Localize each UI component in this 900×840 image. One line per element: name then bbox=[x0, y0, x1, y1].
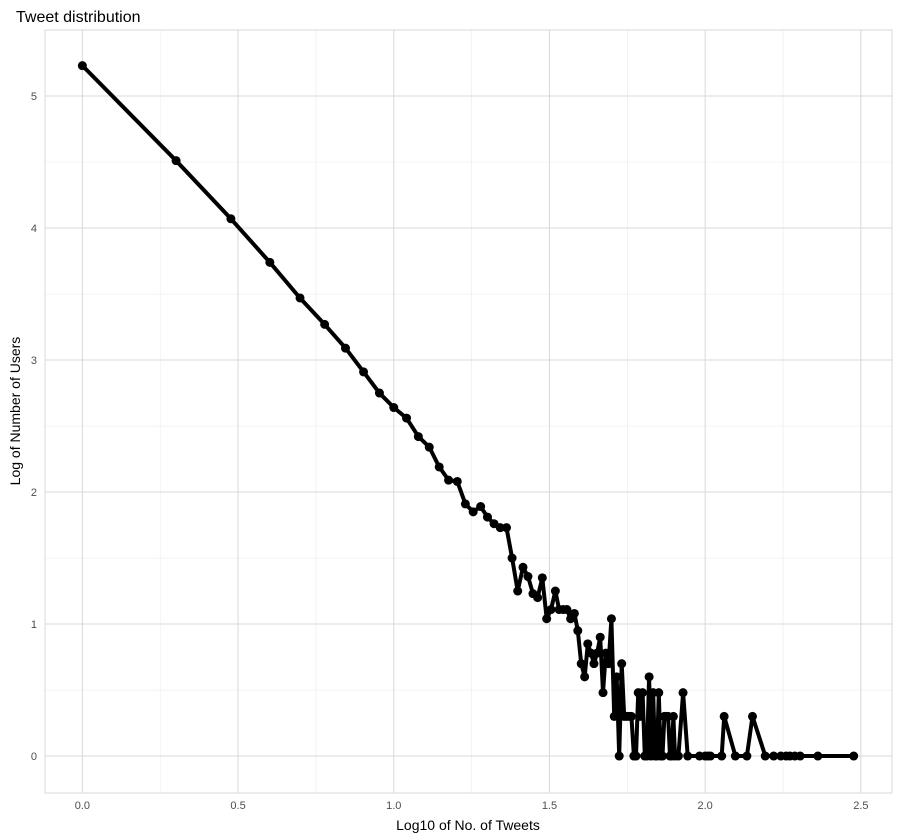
data-point bbox=[444, 475, 454, 485]
data-point bbox=[389, 403, 399, 413]
data-point bbox=[424, 442, 434, 452]
data-point bbox=[769, 751, 779, 761]
data-point bbox=[592, 648, 602, 658]
data-point bbox=[678, 688, 688, 698]
data-point bbox=[742, 751, 752, 761]
data-point bbox=[550, 586, 560, 596]
data-point bbox=[638, 688, 648, 698]
y-tick-label: 1 bbox=[31, 619, 37, 631]
data-point bbox=[683, 751, 693, 761]
data-point bbox=[507, 553, 517, 563]
data-point bbox=[583, 639, 593, 649]
x-tick-label: 1.0 bbox=[386, 800, 401, 812]
data-point bbox=[644, 672, 654, 682]
data-point bbox=[586, 648, 596, 658]
data-point bbox=[513, 586, 523, 596]
data-point bbox=[226, 214, 236, 224]
x-axis-label: Log10 of No. of Tweets bbox=[396, 817, 540, 833]
data-point bbox=[77, 61, 87, 71]
data-point bbox=[717, 751, 727, 761]
data-point bbox=[612, 672, 622, 682]
data-point bbox=[601, 648, 611, 658]
data-point bbox=[654, 688, 664, 698]
x-tick-label: 2.5 bbox=[853, 800, 868, 812]
data-point bbox=[468, 507, 478, 517]
data-point bbox=[518, 562, 528, 572]
data-point bbox=[569, 608, 579, 618]
series-line bbox=[80, 63, 856, 758]
data-point bbox=[658, 751, 668, 761]
data-point bbox=[626, 711, 636, 721]
data-point bbox=[402, 413, 412, 423]
data-point bbox=[760, 751, 770, 761]
x-tick-label: 2.0 bbox=[698, 800, 713, 812]
data-point bbox=[476, 502, 486, 512]
data-point bbox=[813, 751, 823, 761]
data-point bbox=[434, 462, 444, 472]
chart-title: Tweet distribution bbox=[16, 9, 141, 26]
data-point bbox=[614, 751, 624, 761]
x-axis-ticks: 0.0 0.5 1.0 1.5 2.0 2.5 bbox=[75, 800, 869, 812]
data-point bbox=[537, 573, 547, 583]
data-point bbox=[460, 499, 470, 509]
data-point bbox=[705, 751, 715, 761]
data-point bbox=[562, 605, 572, 615]
data-point bbox=[495, 523, 505, 533]
y-tick-label: 0 bbox=[31, 751, 37, 763]
x-tick-label: 1.5 bbox=[542, 800, 557, 812]
series-tweets bbox=[77, 61, 859, 761]
data-point bbox=[533, 593, 543, 603]
data-point bbox=[576, 659, 586, 669]
data-point bbox=[747, 711, 757, 721]
data-point bbox=[374, 388, 384, 398]
data-point bbox=[523, 572, 533, 582]
data-point bbox=[359, 367, 369, 377]
x-tick-label: 0.0 bbox=[75, 800, 90, 812]
data-point bbox=[849, 751, 859, 761]
data-point bbox=[719, 711, 729, 721]
data-point bbox=[542, 614, 552, 624]
plot-panel bbox=[44, 29, 893, 794]
x-tick-label: 0.5 bbox=[230, 800, 245, 812]
data-point bbox=[413, 432, 423, 442]
data-point bbox=[668, 711, 678, 721]
data-point bbox=[598, 688, 608, 698]
data-point bbox=[295, 293, 305, 303]
y-tick-label: 4 bbox=[31, 223, 37, 235]
data-point bbox=[617, 659, 627, 669]
grid bbox=[45, 30, 892, 793]
y-tick-label: 5 bbox=[31, 91, 37, 103]
data-point bbox=[673, 751, 683, 761]
data-point bbox=[604, 659, 614, 669]
y-tick-label: 2 bbox=[31, 487, 37, 499]
data-point bbox=[795, 751, 805, 761]
data-point bbox=[635, 711, 645, 721]
data-point bbox=[595, 632, 605, 642]
y-tick-label: 3 bbox=[31, 355, 37, 367]
data-point bbox=[609, 711, 619, 721]
data-point bbox=[452, 476, 462, 486]
y-axis-label: Log of Number of Users bbox=[7, 337, 23, 486]
data-point bbox=[482, 512, 492, 522]
data-point bbox=[606, 614, 616, 624]
data-point bbox=[589, 659, 599, 669]
data-point bbox=[265, 257, 275, 267]
data-point bbox=[340, 343, 350, 353]
data-point bbox=[580, 672, 590, 682]
data-point bbox=[573, 626, 583, 636]
data-point bbox=[631, 751, 641, 761]
data-point bbox=[320, 319, 330, 329]
data-point bbox=[171, 156, 181, 166]
data-point bbox=[730, 751, 740, 761]
data-point bbox=[501, 523, 511, 533]
data-point bbox=[546, 605, 556, 615]
y-axis-ticks: 0 1 2 3 4 5 bbox=[31, 91, 37, 763]
